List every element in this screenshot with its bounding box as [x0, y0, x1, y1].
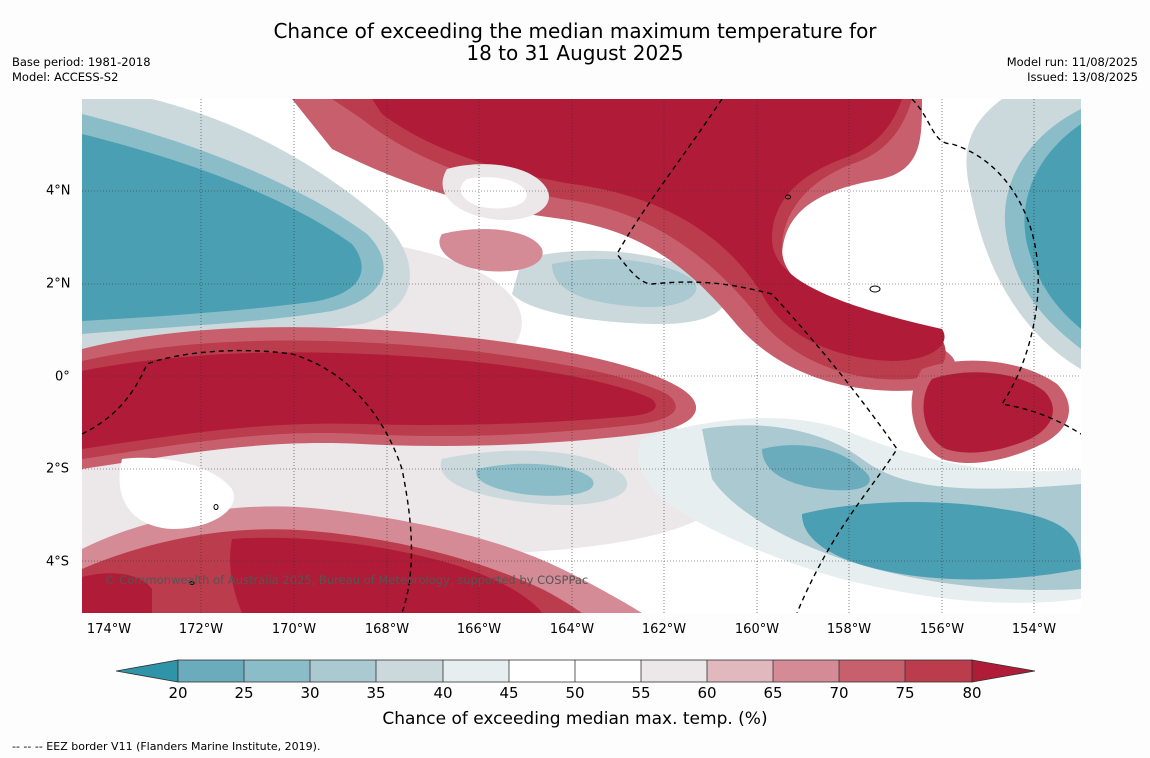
colorbar [116, 659, 1036, 683]
map-title: Chance of exceeding the median maximum t… [0, 20, 1150, 64]
colorbar-segment [839, 660, 905, 682]
lon-label: 174°W [86, 622, 132, 637]
colorbar-segment [310, 660, 376, 682]
lat-label: 0° [55, 369, 70, 385]
colorbar-tick: 40 [433, 684, 453, 702]
colorbar-segment [509, 660, 575, 682]
model-run: Model run: 11/08/2025 [1006, 55, 1138, 69]
colorbar-segment [376, 660, 443, 682]
colorbar-tick: 75 [895, 684, 915, 702]
lon-label: 172°W [178, 622, 224, 637]
lon-label: 156°W [919, 622, 965, 637]
lon-label: 162°W [641, 622, 687, 637]
eez-legend-note: -- -- -- EEZ border V11 (Flanders Marine… [12, 740, 321, 753]
colorbar-segment [244, 660, 310, 682]
colorbar-segment [178, 660, 244, 682]
colorbar-above-80 [971, 659, 1036, 683]
colorbar-tick: 20 [168, 684, 188, 702]
colorbar-tick: 45 [499, 684, 519, 702]
copyright-notice: © Commonwealth of Australia 2025, Bureau… [104, 573, 589, 587]
colorbar-tick: 65 [763, 684, 783, 702]
colorbar-tick: 35 [366, 684, 386, 702]
meta-right: Model run: 11/08/2025 Issued: 13/08/2025 [1007, 55, 1138, 85]
colorbar-tick: 55 [631, 684, 651, 702]
lon-label: 168°W [364, 622, 410, 637]
colorbar-segment [773, 660, 839, 682]
colorbar-segment [641, 660, 707, 682]
lat-label: 2°N [46, 276, 71, 292]
colorbar-tick: 60 [697, 684, 717, 702]
model-name: Model: ACCESS-S2 [12, 70, 119, 84]
lat-label: 2°S [46, 461, 70, 477]
title-line-1: Chance of exceeding the median maximum t… [273, 19, 877, 43]
lon-label: 164°W [549, 622, 595, 637]
base-period: Base period: 1981-2018 [12, 55, 151, 69]
lat-label: 4°S [46, 554, 70, 570]
colorbar-segment [575, 660, 641, 682]
colorbar-segment [707, 660, 773, 682]
colorbar-tick: 50 [565, 684, 585, 702]
lon-label: 166°W [456, 622, 502, 637]
meta-left: Base period: 1981-2018 Model: ACCESS-S2 [12, 55, 151, 85]
colorbar-tick: 80 [962, 684, 982, 702]
map-panel [82, 99, 1081, 613]
lon-label: 170°W [271, 622, 317, 637]
colorbar-segment [905, 660, 972, 682]
issued-date: Issued: 13/08/2025 [1027, 70, 1138, 84]
colorbar-tick: 25 [234, 684, 254, 702]
lat-label: 4°N [46, 183, 71, 199]
probability-map [82, 99, 1081, 613]
lon-label: 158°W [826, 622, 872, 637]
title-line-2: 18 to 31 August 2025 [466, 41, 684, 65]
lon-label: 154°W [1011, 622, 1057, 637]
lon-label: 160°W [734, 622, 780, 637]
colorbar-segment [443, 660, 509, 682]
colorbar-tick: 30 [300, 684, 320, 702]
colorbar-title: Chance of exceeding median max. temp. (%… [382, 709, 768, 729]
colorbar-tick: 70 [829, 684, 849, 702]
colorbar-below-20 [116, 659, 179, 683]
